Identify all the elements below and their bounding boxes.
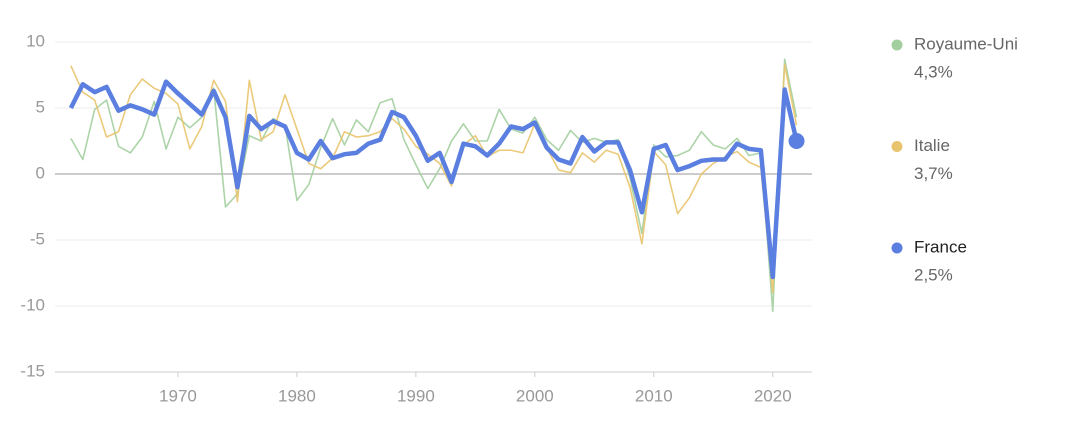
end-point — [788, 133, 805, 149]
series-line — [68, 79, 799, 280]
x-tick-label: 1980 — [278, 386, 316, 405]
legend-marker — [891, 141, 903, 152]
legend-marker — [891, 242, 903, 254]
legend-name: France — [914, 237, 967, 256]
legend-value: 3,7% — [914, 164, 953, 183]
legend-value: 2,5% — [914, 265, 953, 284]
legend-name: Italie — [914, 136, 950, 155]
y-tick-label: -10 — [20, 295, 45, 314]
y-tick-label: 0 — [36, 163, 45, 182]
x-tick-label: 2010 — [635, 386, 673, 405]
y-tick-label: 10 — [26, 31, 45, 50]
x-tick-label: 1990 — [397, 386, 435, 405]
y-tick-label: -15 — [20, 361, 45, 380]
legend-value: 4,3% — [914, 62, 953, 81]
legend-marker — [891, 39, 903, 51]
x-tick-label: 2020 — [754, 386, 792, 405]
y-tick-label: -5 — [30, 229, 45, 248]
series-line — [70, 58, 798, 313]
x-tick-label: 2000 — [516, 386, 554, 405]
y-tick-label: 5 — [36, 97, 45, 116]
legend-name: Royaume-Uni — [914, 34, 1018, 53]
x-tick-label: 1970 — [159, 386, 197, 405]
